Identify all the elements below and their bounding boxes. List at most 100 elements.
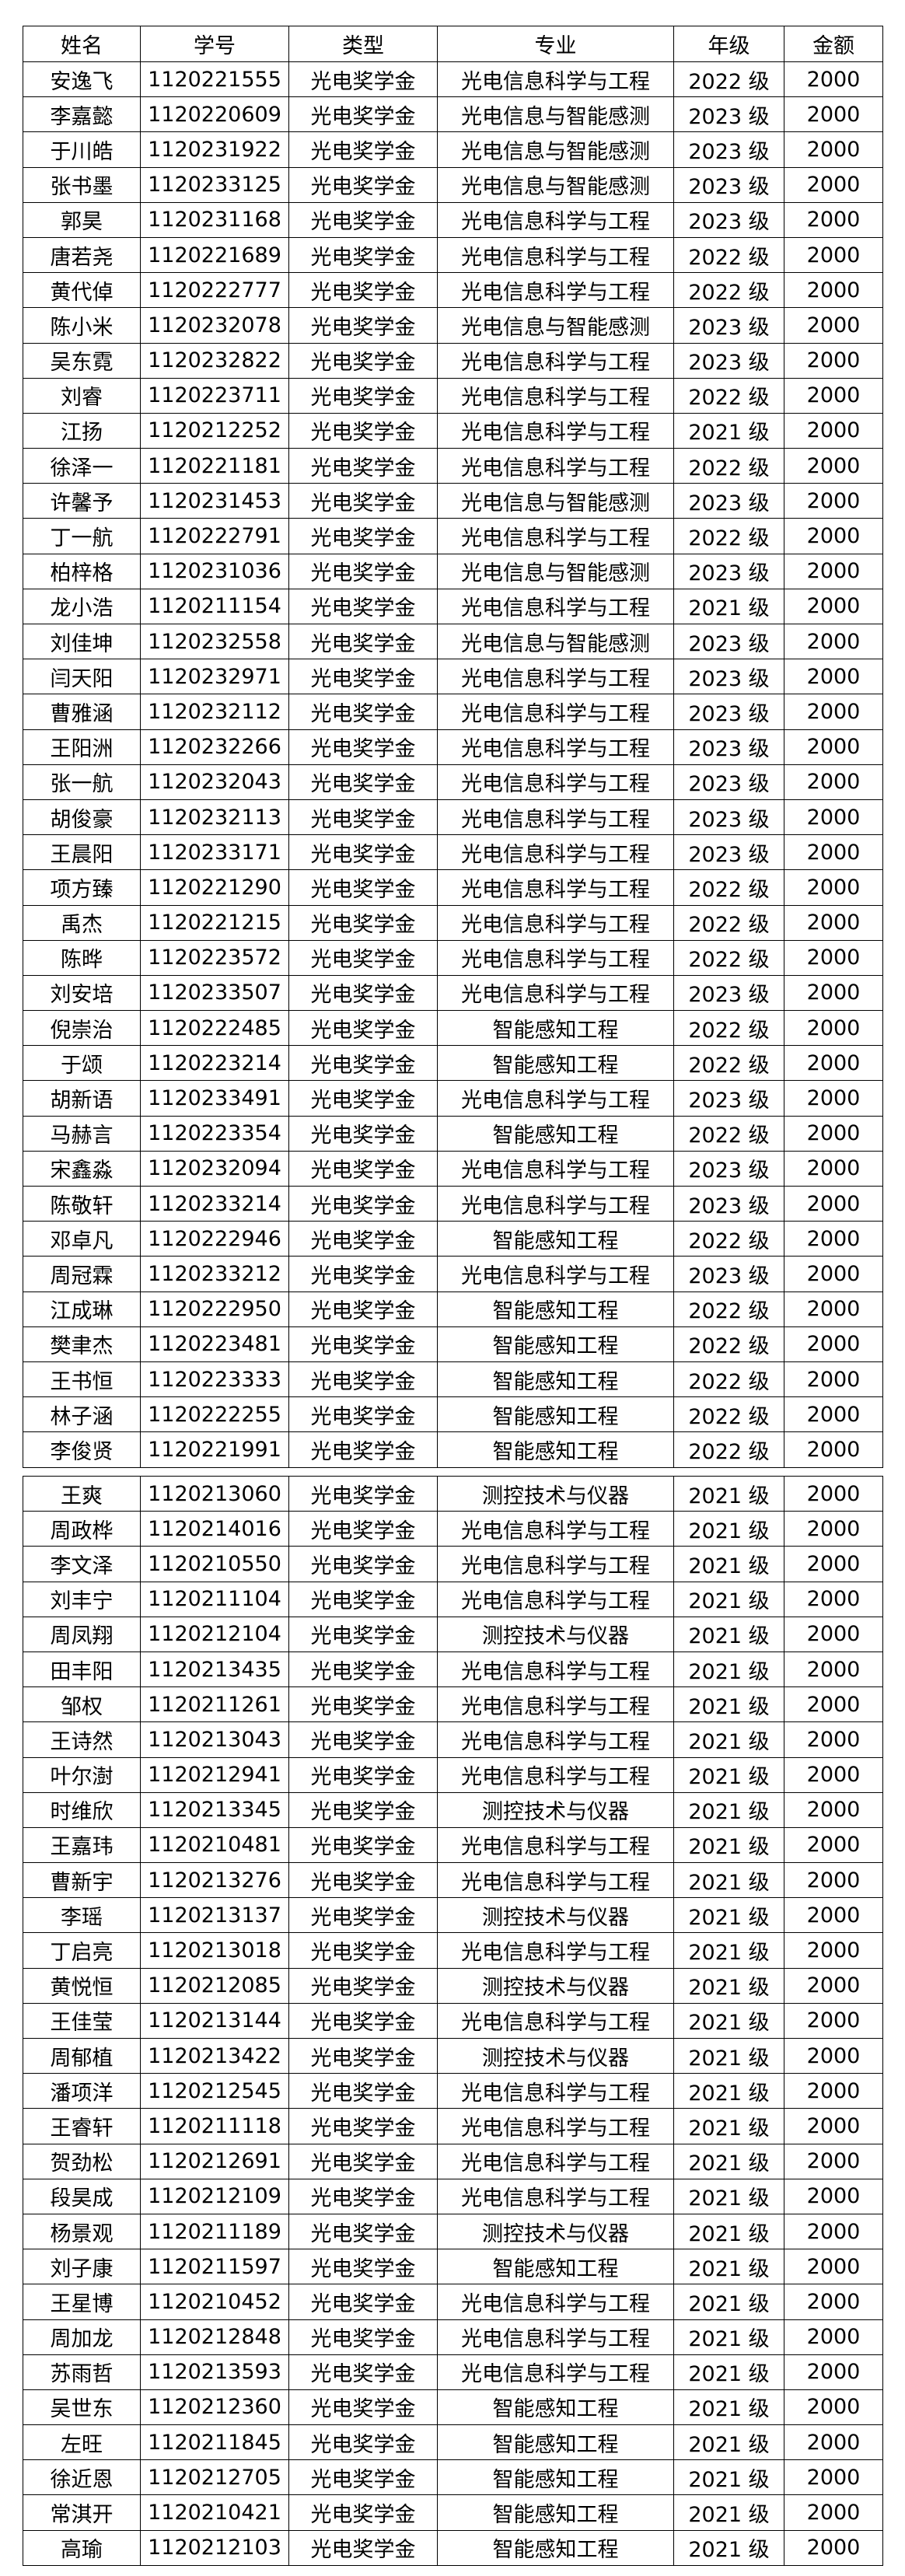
cell-name: 倪崇治 (23, 1010, 141, 1047)
cell-type: 光电奖学金 (288, 694, 438, 730)
cell-amount: 2000 (784, 2529, 883, 2566)
table-row: 王星博 1120210452 光电奖学金 光电信息科学与工程 2021 级 2000 (23, 2284, 883, 2320)
cell-amount: 2000 (784, 1475, 883, 1512)
cell-major: 智能感知工程 (437, 1045, 674, 1082)
table-row: 宋鑫淼 1120232094 光电奖学金 光电信息科学与工程 2023 级 2000 (23, 1150, 883, 1187)
cell-name: 时维欣 (23, 1791, 141, 1828)
cell-student-id: 1120231036 (140, 553, 289, 589)
cell-amount: 2000 (784, 1651, 883, 1688)
cell-student-id: 1120221555 (140, 61, 289, 98)
cell-type: 光电奖学金 (288, 518, 438, 554)
table-row: 许馨予 1120231453 光电奖学金 光电信息与智能感测 2023 级 2000 (23, 483, 883, 519)
cell-student-id: 1120223481 (140, 1326, 289, 1362)
cell-student-id: 1120233214 (140, 1185, 289, 1222)
cell-student-id: 1120213422 (140, 2037, 289, 2074)
cell-name: 王嘉玮 (23, 1826, 141, 1864)
cell-type: 光电奖学金 (288, 1115, 438, 1152)
cell-student-id: 1120212104 (140, 1616, 289, 1652)
cell-major: 光电信息科学与工程 (437, 588, 674, 625)
cell-amount: 2000 (784, 2037, 883, 2074)
cell-major: 光电信息科学与工程 (437, 201, 674, 238)
cell-major: 光电信息科学与工程 (437, 939, 674, 976)
cell-type: 光电奖学金 (288, 448, 438, 484)
cell-name: 苏雨哲 (23, 2354, 141, 2390)
cell-major: 智能感知工程 (437, 2389, 674, 2426)
cell-student-id: 1120232094 (140, 1150, 289, 1187)
cell-name: 李俊贤 (23, 1431, 141, 1468)
cell-amount: 2000 (784, 1721, 883, 1758)
cell-major: 智能感知工程 (437, 2249, 674, 2285)
table-row: 王爽 1120213060 光电奖学金 测控技术与仪器 2021 级 2000 (23, 1475, 883, 1512)
cell-type: 光电奖学金 (288, 2284, 438, 2320)
cell-type: 光电奖学金 (288, 1932, 438, 1969)
cell-type: 光电奖学金 (288, 1826, 438, 1864)
cell-type: 光电奖学金 (288, 1396, 438, 1433)
cell-amount: 2000 (784, 1150, 883, 1187)
cell-grade: 2021 级 (673, 2143, 784, 2179)
cell-type: 光电奖学金 (288, 1475, 438, 1512)
cell-type: 光电奖学金 (288, 1080, 438, 1117)
cell-student-id: 1120212085 (140, 1967, 289, 2004)
cell-student-id: 1120223333 (140, 1361, 289, 1398)
cell-type: 光电奖学金 (288, 1431, 438, 1468)
cell-major: 光电信息科学与工程 (437, 2178, 674, 2214)
cell-grade: 2021 级 (673, 2354, 784, 2390)
cell-name: 龙小浩 (23, 588, 141, 625)
table-row: 刘安培 1120233507 光电奖学金 光电信息科学与工程 2023 级 2000 (23, 974, 883, 1012)
table-row: 邹权 1120211261 光电奖学金 光电信息科学与工程 2021 级 2000 (23, 1686, 883, 1723)
cell-grade: 2021 级 (673, 2002, 784, 2039)
table-row: 于颂 1120223214 光电奖学金 智能感知工程 2022 级 2000 (23, 1045, 883, 1082)
table-row: 胡俊豪 1120232113 光电奖学金 光电信息科学与工程 2023 级 2000 (23, 799, 883, 836)
cell-name: 禹杰 (23, 904, 141, 941)
cell-amount: 2000 (784, 1010, 883, 1047)
table-row: 林子涵 1120222255 光电奖学金 智能感知工程 2022 级 2000 (23, 1396, 883, 1433)
table-row: 闫天阳 1120232971 光电奖学金 光电信息科学与工程 2023 级 2000 (23, 659, 883, 695)
cell-amount: 2000 (784, 588, 883, 625)
cell-grade: 2022 级 (673, 1326, 784, 1362)
cell-grade: 2021 级 (673, 2108, 784, 2144)
cell-major: 光电信息科学与工程 (437, 659, 674, 695)
cell-name: 曹新宇 (23, 1862, 141, 1899)
cell-amount: 2000 (784, 2108, 883, 2144)
cell-name: 贺劲松 (23, 2143, 141, 2179)
cell-amount: 2000 (784, 1686, 883, 1723)
cell-name: 闫天阳 (23, 659, 141, 695)
cell-name: 许馨予 (23, 483, 141, 519)
cell-type: 光电奖学金 (288, 272, 438, 309)
cell-amount: 2000 (784, 2494, 883, 2531)
cell-type: 光电奖学金 (288, 307, 438, 344)
cell-student-id: 1120213018 (140, 1932, 289, 1969)
cell-type: 光电奖学金 (288, 2459, 438, 2496)
cell-name: 田丰阳 (23, 1651, 141, 1688)
cell-student-id: 1120210452 (140, 2284, 289, 2320)
cell-amount: 2000 (784, 1256, 883, 1292)
cell-amount: 2000 (784, 1546, 883, 1582)
cell-name: 李瑶 (23, 1897, 141, 1934)
header-major: 专业 (437, 26, 674, 62)
table-row: 曹雅涵 1120232112 光电奖学金 光电信息科学与工程 2023 级 2000 (23, 694, 883, 730)
cell-student-id: 1120233125 (140, 166, 289, 203)
cell-grade: 2021 级 (673, 2494, 784, 2531)
cell-name: 丁启亮 (23, 1932, 141, 1969)
cell-grade: 2022 级 (673, 61, 784, 98)
cell-student-id: 1120214016 (140, 1511, 289, 1547)
cell-name: 胡俊豪 (23, 799, 141, 836)
cell-grade: 2022 级 (673, 448, 784, 484)
table-row: 禹杰 1120221215 光电奖学金 光电信息科学与工程 2022 级 2000 (23, 904, 883, 941)
cell-student-id: 1120212252 (140, 412, 289, 449)
cell-student-id: 1120221689 (140, 236, 289, 274)
cell-amount: 2000 (784, 1511, 883, 1547)
cell-student-id: 1120213043 (140, 1721, 289, 1758)
table-row: 常淇开 1120210421 光电奖学金 智能感知工程 2021 级 2000 (23, 2494, 883, 2531)
cell-type: 光电奖学金 (288, 659, 438, 695)
cell-grade: 2021 级 (673, 1721, 784, 1758)
cell-grade: 2023 级 (673, 166, 784, 203)
cell-major: 光电信息与智能感测 (437, 483, 674, 519)
cell-major: 光电信息科学与工程 (437, 2284, 674, 2320)
cell-major: 光电信息与智能感测 (437, 96, 674, 133)
cell-amount: 2000 (784, 1080, 883, 1117)
cell-student-id: 1120222946 (140, 1221, 289, 1257)
cell-student-id: 1120221991 (140, 1431, 289, 1468)
cell-name: 王星博 (23, 2284, 141, 2320)
table-row: 丁启亮 1120213018 光电奖学金 光电信息科学与工程 2021 级 2000 (23, 1932, 883, 1969)
